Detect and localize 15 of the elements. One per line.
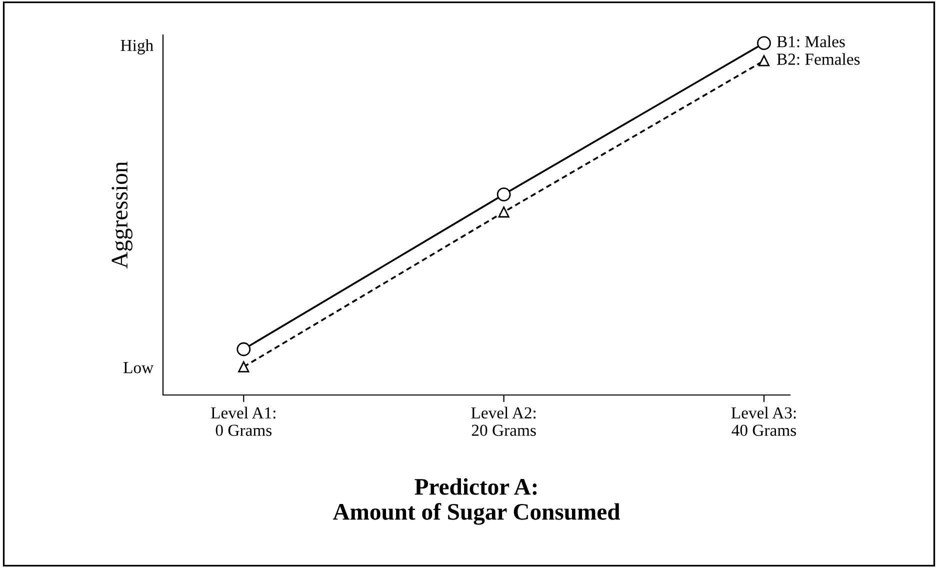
y-axis-title: Aggression: [112, 162, 132, 269]
point: [498, 206, 510, 218]
series-label: B2: Females: [776, 53, 860, 65]
series-label: B1: Males: [776, 36, 845, 48]
x-axis-title: Predictor A: Amount of Sugar Consumed: [332, 478, 620, 525]
x-tick-label: Level A3: 40 Grams: [731, 406, 796, 436]
point: [496, 187, 511, 202]
x-tick-label: Level A1: 0 Grams: [211, 406, 276, 436]
point: [757, 36, 771, 50]
text: Low: [124, 362, 154, 374]
text: High: [120, 39, 154, 54]
point: [236, 342, 251, 356]
x-tick-label: Level A2: 20 Grams: [471, 406, 536, 436]
point: [758, 55, 770, 66]
point: [238, 361, 250, 372]
